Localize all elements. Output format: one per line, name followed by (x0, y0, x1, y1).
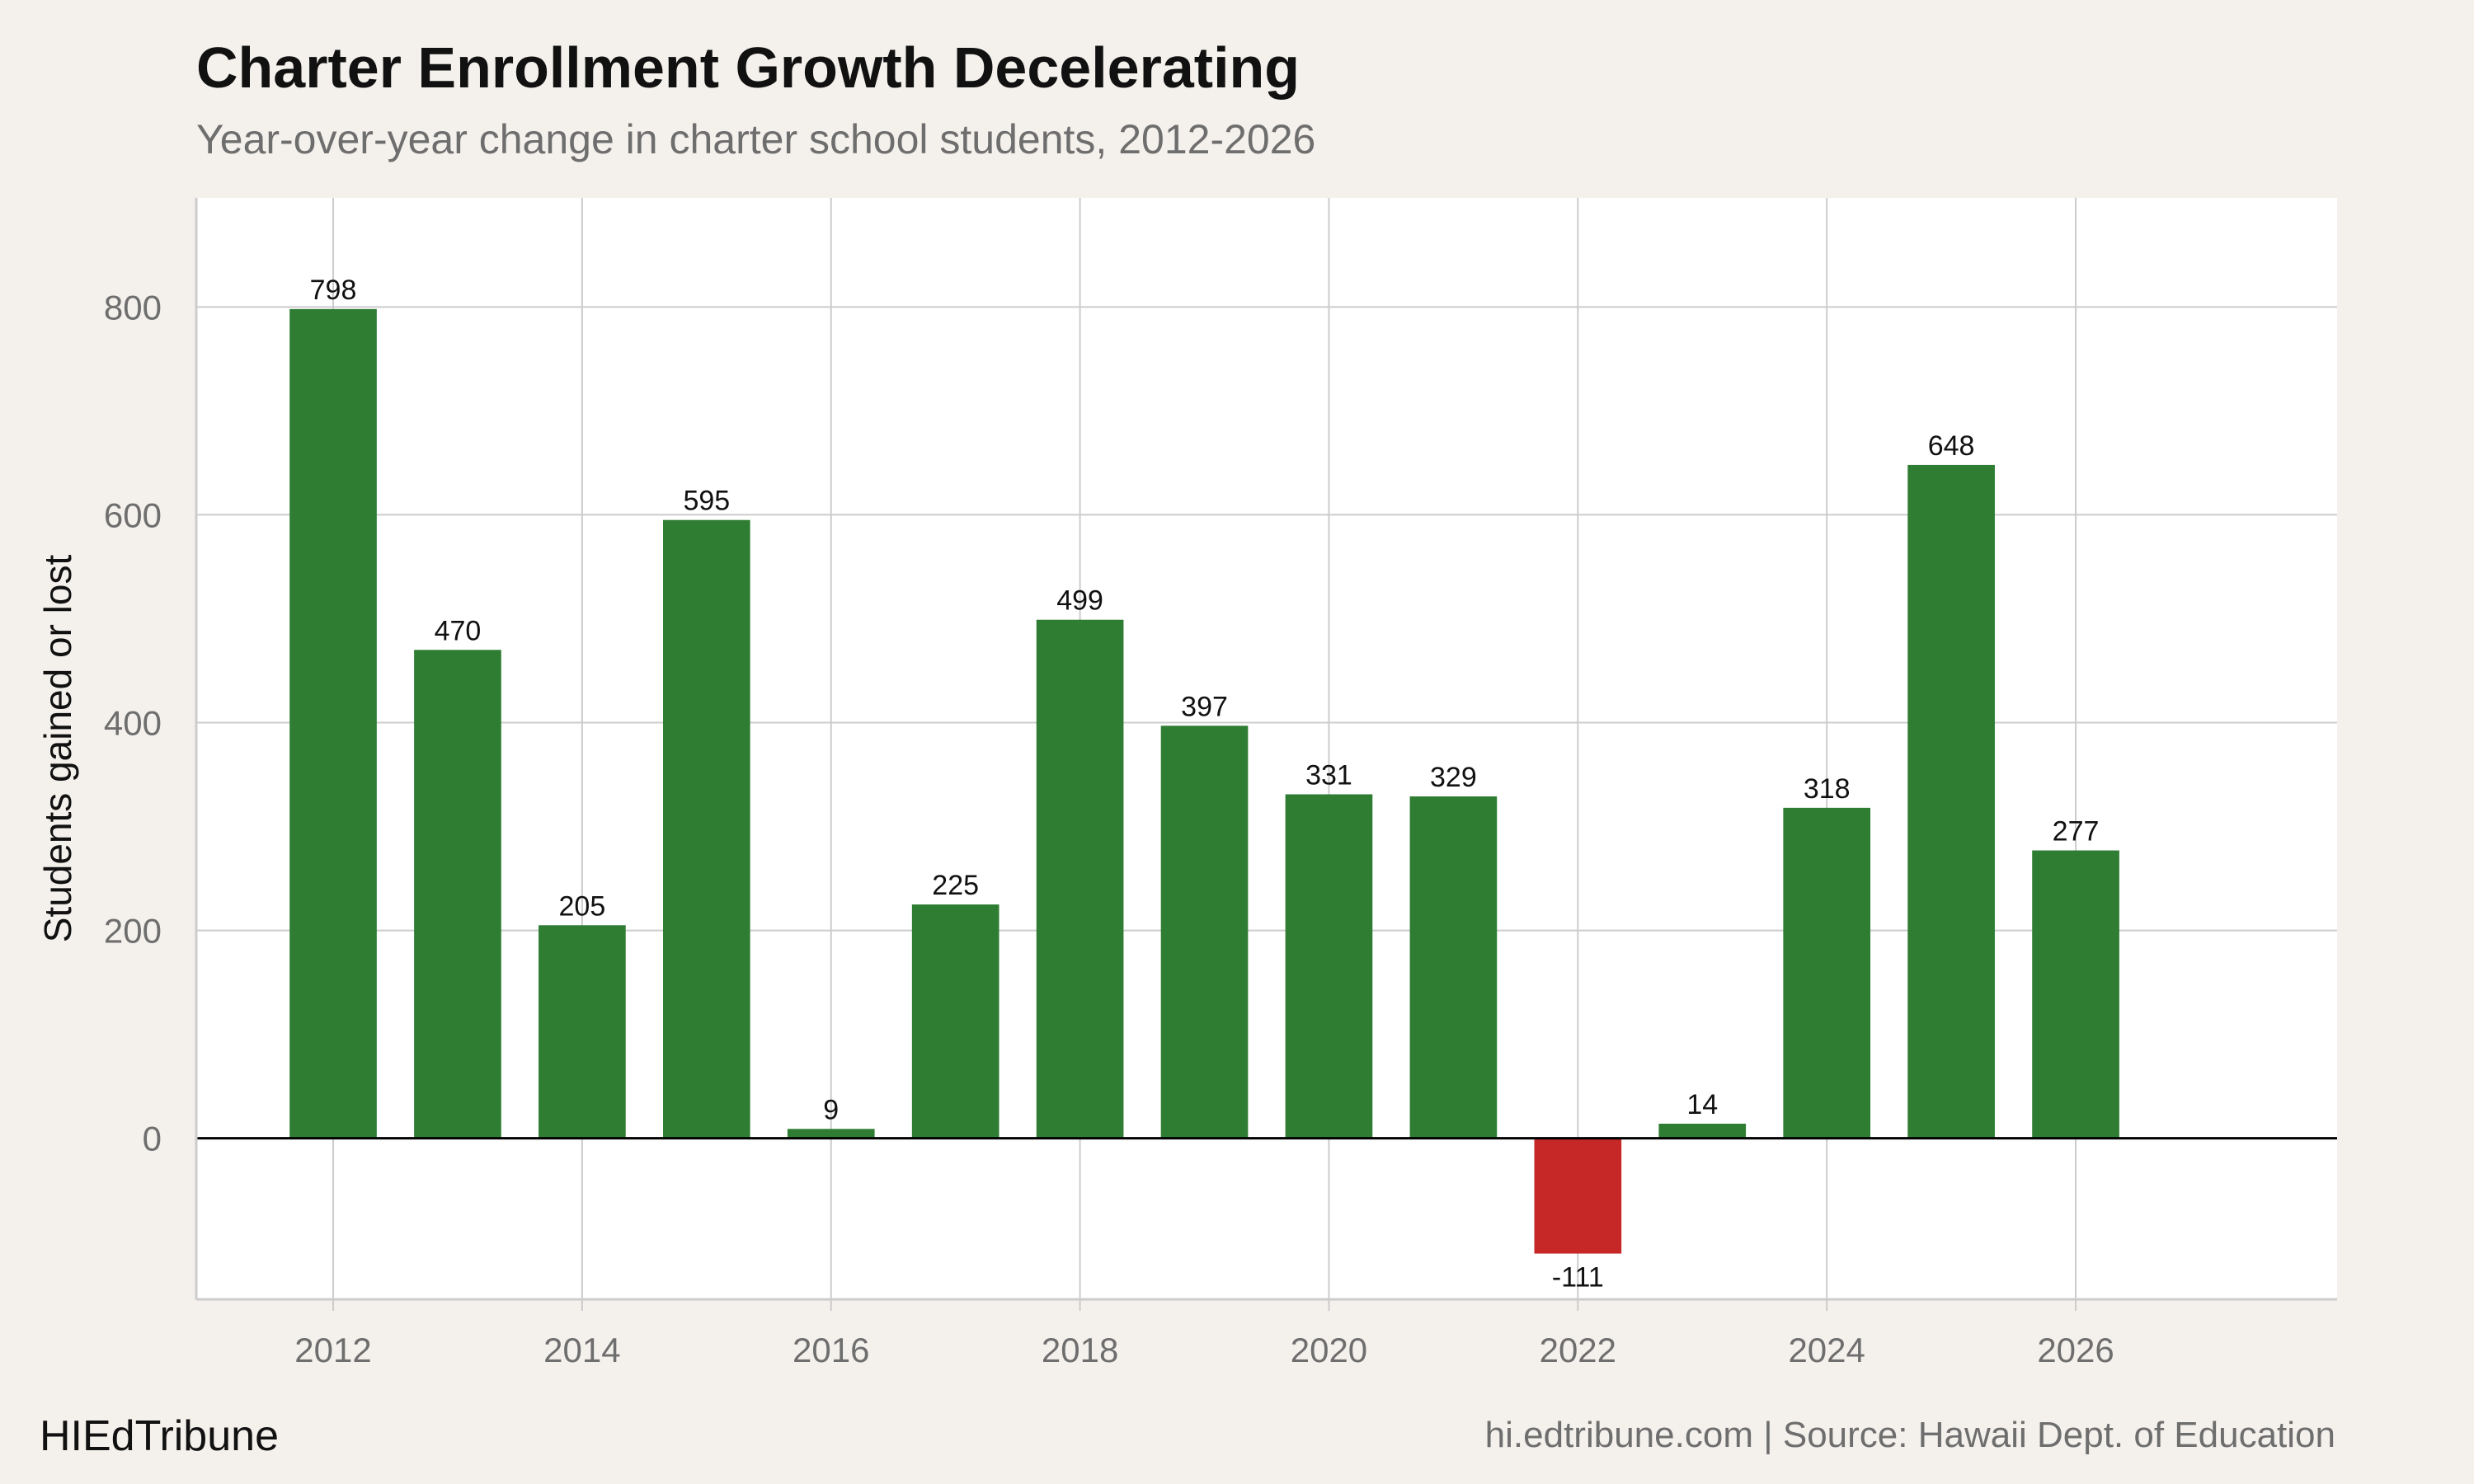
bar-value-label: 470 (435, 615, 482, 646)
y-tick-label: 800 (104, 288, 162, 326)
bar-value-label: 331 (1305, 759, 1352, 791)
bar-value-label: 318 (1804, 773, 1851, 805)
chart-title: Charter Enrollment Growth Decelerating (196, 35, 1300, 100)
bar-value-label: 499 (1056, 585, 1103, 617)
bar-value-label: 595 (683, 486, 730, 517)
bar (1409, 796, 1498, 1139)
y-tick-label: 600 (104, 495, 162, 534)
bar (1285, 794, 1373, 1139)
bar (1783, 807, 1871, 1139)
x-tick-label: 2024 (1788, 1331, 1865, 1369)
x-tick-label: 2020 (1291, 1331, 1367, 1369)
bar-labels: 798 470 205 595 9 225 499 397 331 329 -111 14 318 648… (310, 275, 2100, 1294)
bar (1534, 1138, 1622, 1254)
bar-value-label: 397 (1181, 691, 1228, 722)
source-note: hi.edtribune.com | Source: Hawaii Dept. … (1484, 1415, 2335, 1455)
y-tick-label: 0 (143, 1120, 162, 1158)
bar (911, 904, 999, 1139)
y-axis-label: Students gained or lost (36, 555, 79, 943)
bar (787, 1129, 875, 1139)
plot-panel (196, 198, 2337, 1299)
bar (1160, 726, 1249, 1139)
bar-value-label: 14 (1686, 1089, 1718, 1120)
bar (1658, 1123, 1747, 1139)
bar (1036, 619, 1124, 1139)
x-tick-label: 2012 (294, 1331, 371, 1369)
x-tick-label: 2022 (1540, 1331, 1616, 1369)
bar (1907, 464, 1995, 1139)
bar-value-label: -111 (1552, 1262, 1604, 1294)
bar-value-label: 205 (559, 890, 606, 922)
bars (289, 308, 2119, 1254)
bar-value-label: 798 (310, 275, 357, 306)
bar (539, 925, 626, 1139)
bar-value-label: 648 (1928, 430, 1975, 462)
bar-value-label: 225 (932, 870, 979, 901)
axes: 0 200 400 600 800 2012 2014 2016 2018 2020 2022 202… (104, 198, 2337, 1369)
bar (2032, 850, 2119, 1139)
bar-value-label: 329 (1430, 762, 1477, 793)
y-tick-label: 400 (104, 703, 162, 742)
bar (289, 308, 377, 1139)
x-tick-label: 2026 (2037, 1331, 2114, 1369)
bar (662, 519, 750, 1139)
bar (414, 650, 501, 1139)
bar-value-label: 9 (823, 1094, 839, 1125)
brand-logo-text: HIEdTribune (40, 1412, 279, 1460)
chart-subtitle: Year-over-year change in charter school … (196, 116, 1316, 162)
x-tick-label: 2016 (793, 1331, 869, 1369)
x-tick-label: 2018 (1042, 1331, 1118, 1369)
x-tick-label: 2014 (543, 1331, 620, 1369)
bar-value-label: 277 (2053, 816, 2100, 848)
y-tick-label: 200 (104, 912, 162, 951)
